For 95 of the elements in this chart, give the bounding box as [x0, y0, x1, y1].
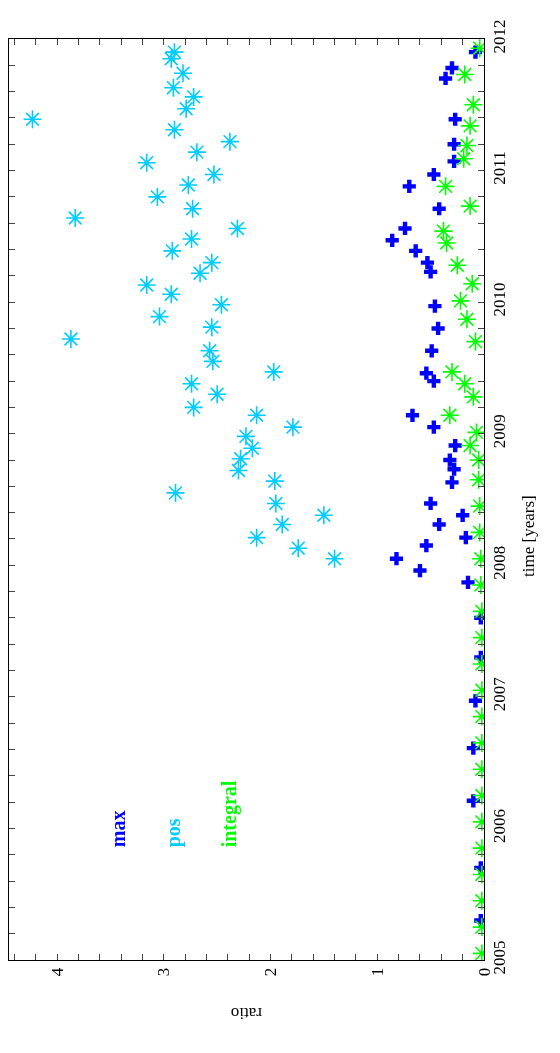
- point: [242, 438, 263, 458]
- point: [181, 229, 202, 249]
- text: integral: [218, 780, 242, 848]
- point: [178, 175, 199, 195]
- point: [246, 527, 267, 548]
- point: [288, 538, 309, 558]
- y-tick-label: 2008: [490, 545, 510, 580]
- y-axis-title: time [years]: [519, 495, 539, 577]
- point: [438, 71, 453, 86]
- text: max: [107, 810, 130, 848]
- point: [266, 493, 286, 514]
- point: [419, 538, 433, 553]
- point: [136, 275, 157, 295]
- point: [413, 563, 427, 578]
- point: [264, 471, 285, 491]
- point: [432, 517, 446, 532]
- point: [456, 508, 470, 522]
- point: [461, 575, 475, 589]
- point: [324, 548, 345, 569]
- point: [136, 152, 157, 173]
- point: [236, 426, 256, 447]
- x-tick-label: 3: [154, 967, 174, 977]
- point: [182, 198, 203, 219]
- y-tick-label: 2011: [490, 151, 510, 185]
- point: [176, 98, 196, 119]
- point: [431, 321, 445, 336]
- point: [230, 448, 251, 469]
- x-axis-title: ratio: [230, 1003, 262, 1023]
- point: [246, 405, 267, 426]
- point: [61, 329, 81, 349]
- point: [389, 552, 404, 566]
- point: [405, 408, 420, 422]
- point: [314, 505, 334, 526]
- point: [448, 112, 462, 126]
- point: [173, 63, 193, 84]
- point: [424, 265, 438, 279]
- point: [385, 233, 399, 247]
- point: [65, 208, 85, 228]
- point: [428, 299, 442, 313]
- point: [427, 374, 441, 388]
- point: [161, 284, 182, 305]
- point: [190, 263, 210, 283]
- point: [227, 218, 248, 239]
- point: [203, 351, 223, 372]
- point: [420, 256, 435, 270]
- point: [204, 164, 224, 185]
- point: [409, 244, 423, 258]
- x-tick-label: 4: [47, 967, 67, 977]
- point: [424, 496, 438, 511]
- y-tick-label: 2009: [490, 414, 510, 449]
- point: [22, 109, 43, 130]
- y-tick-label: 2012: [490, 19, 510, 54]
- point: [183, 87, 204, 107]
- point: [207, 384, 227, 405]
- point: [199, 341, 220, 361]
- x-tick-label: 1: [367, 967, 387, 977]
- point: [220, 131, 240, 152]
- point: [427, 420, 441, 434]
- point: [427, 167, 441, 182]
- point: [283, 417, 303, 437]
- text: pos: [162, 818, 186, 848]
- point: [425, 344, 439, 358]
- point: [181, 373, 202, 394]
- point: [202, 317, 222, 337]
- point: [164, 119, 185, 140]
- point: [161, 48, 182, 69]
- point: [432, 202, 446, 216]
- point: [162, 241, 183, 261]
- x-tick-label: 2: [261, 967, 281, 977]
- point: [402, 179, 416, 193]
- point: [445, 61, 459, 75]
- point: [163, 77, 184, 98]
- y-tick-label: 2006: [490, 808, 510, 843]
- point: [445, 475, 459, 489]
- point: [187, 142, 207, 162]
- point: [202, 252, 222, 273]
- point: [448, 438, 462, 453]
- point: [149, 306, 170, 327]
- point: [228, 460, 249, 481]
- point: [263, 362, 284, 382]
- point: [211, 294, 232, 315]
- y-tick-label: 2010: [490, 282, 510, 317]
- point: [443, 453, 457, 467]
- point: [164, 42, 185, 62]
- point: [147, 187, 168, 207]
- point: [419, 366, 433, 380]
- point: [466, 422, 484, 443]
- point: [165, 483, 186, 503]
- point: [447, 462, 461, 476]
- point: [468, 694, 483, 708]
- point: [398, 221, 412, 236]
- point: [183, 397, 204, 418]
- y-tick-label: 2007: [490, 676, 510, 712]
- point: [272, 514, 293, 535]
- point: [459, 531, 473, 545]
